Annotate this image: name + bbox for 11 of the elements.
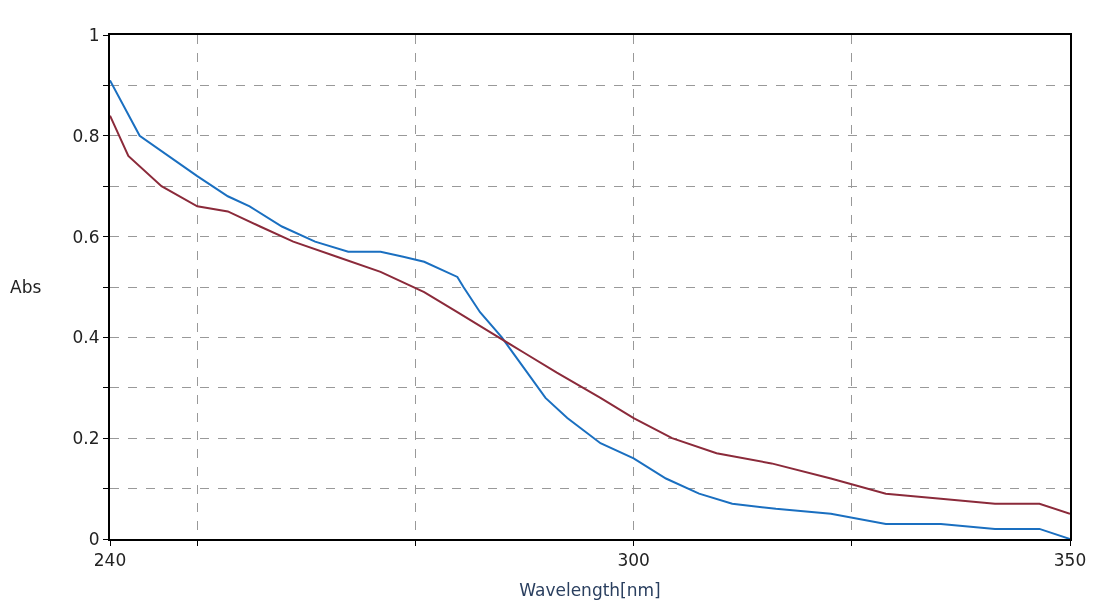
- x-tick-label: 350: [1053, 550, 1087, 571]
- y-tick-label: 0: [88, 528, 100, 549]
- y-tick-label: 0.2: [72, 428, 100, 449]
- y-tick-label: 0.8: [72, 125, 100, 146]
- x-axis-title: Wavelength[nm]: [519, 580, 661, 601]
- y-tick-label: 0.4: [72, 327, 100, 348]
- y-axis-title: Abs: [10, 277, 42, 297]
- y-tick-label: 0.6: [72, 226, 100, 247]
- x-tick-label: 240: [93, 550, 127, 571]
- x-tick-label: 300: [617, 550, 650, 571]
- y-tick-label: 1: [88, 24, 100, 45]
